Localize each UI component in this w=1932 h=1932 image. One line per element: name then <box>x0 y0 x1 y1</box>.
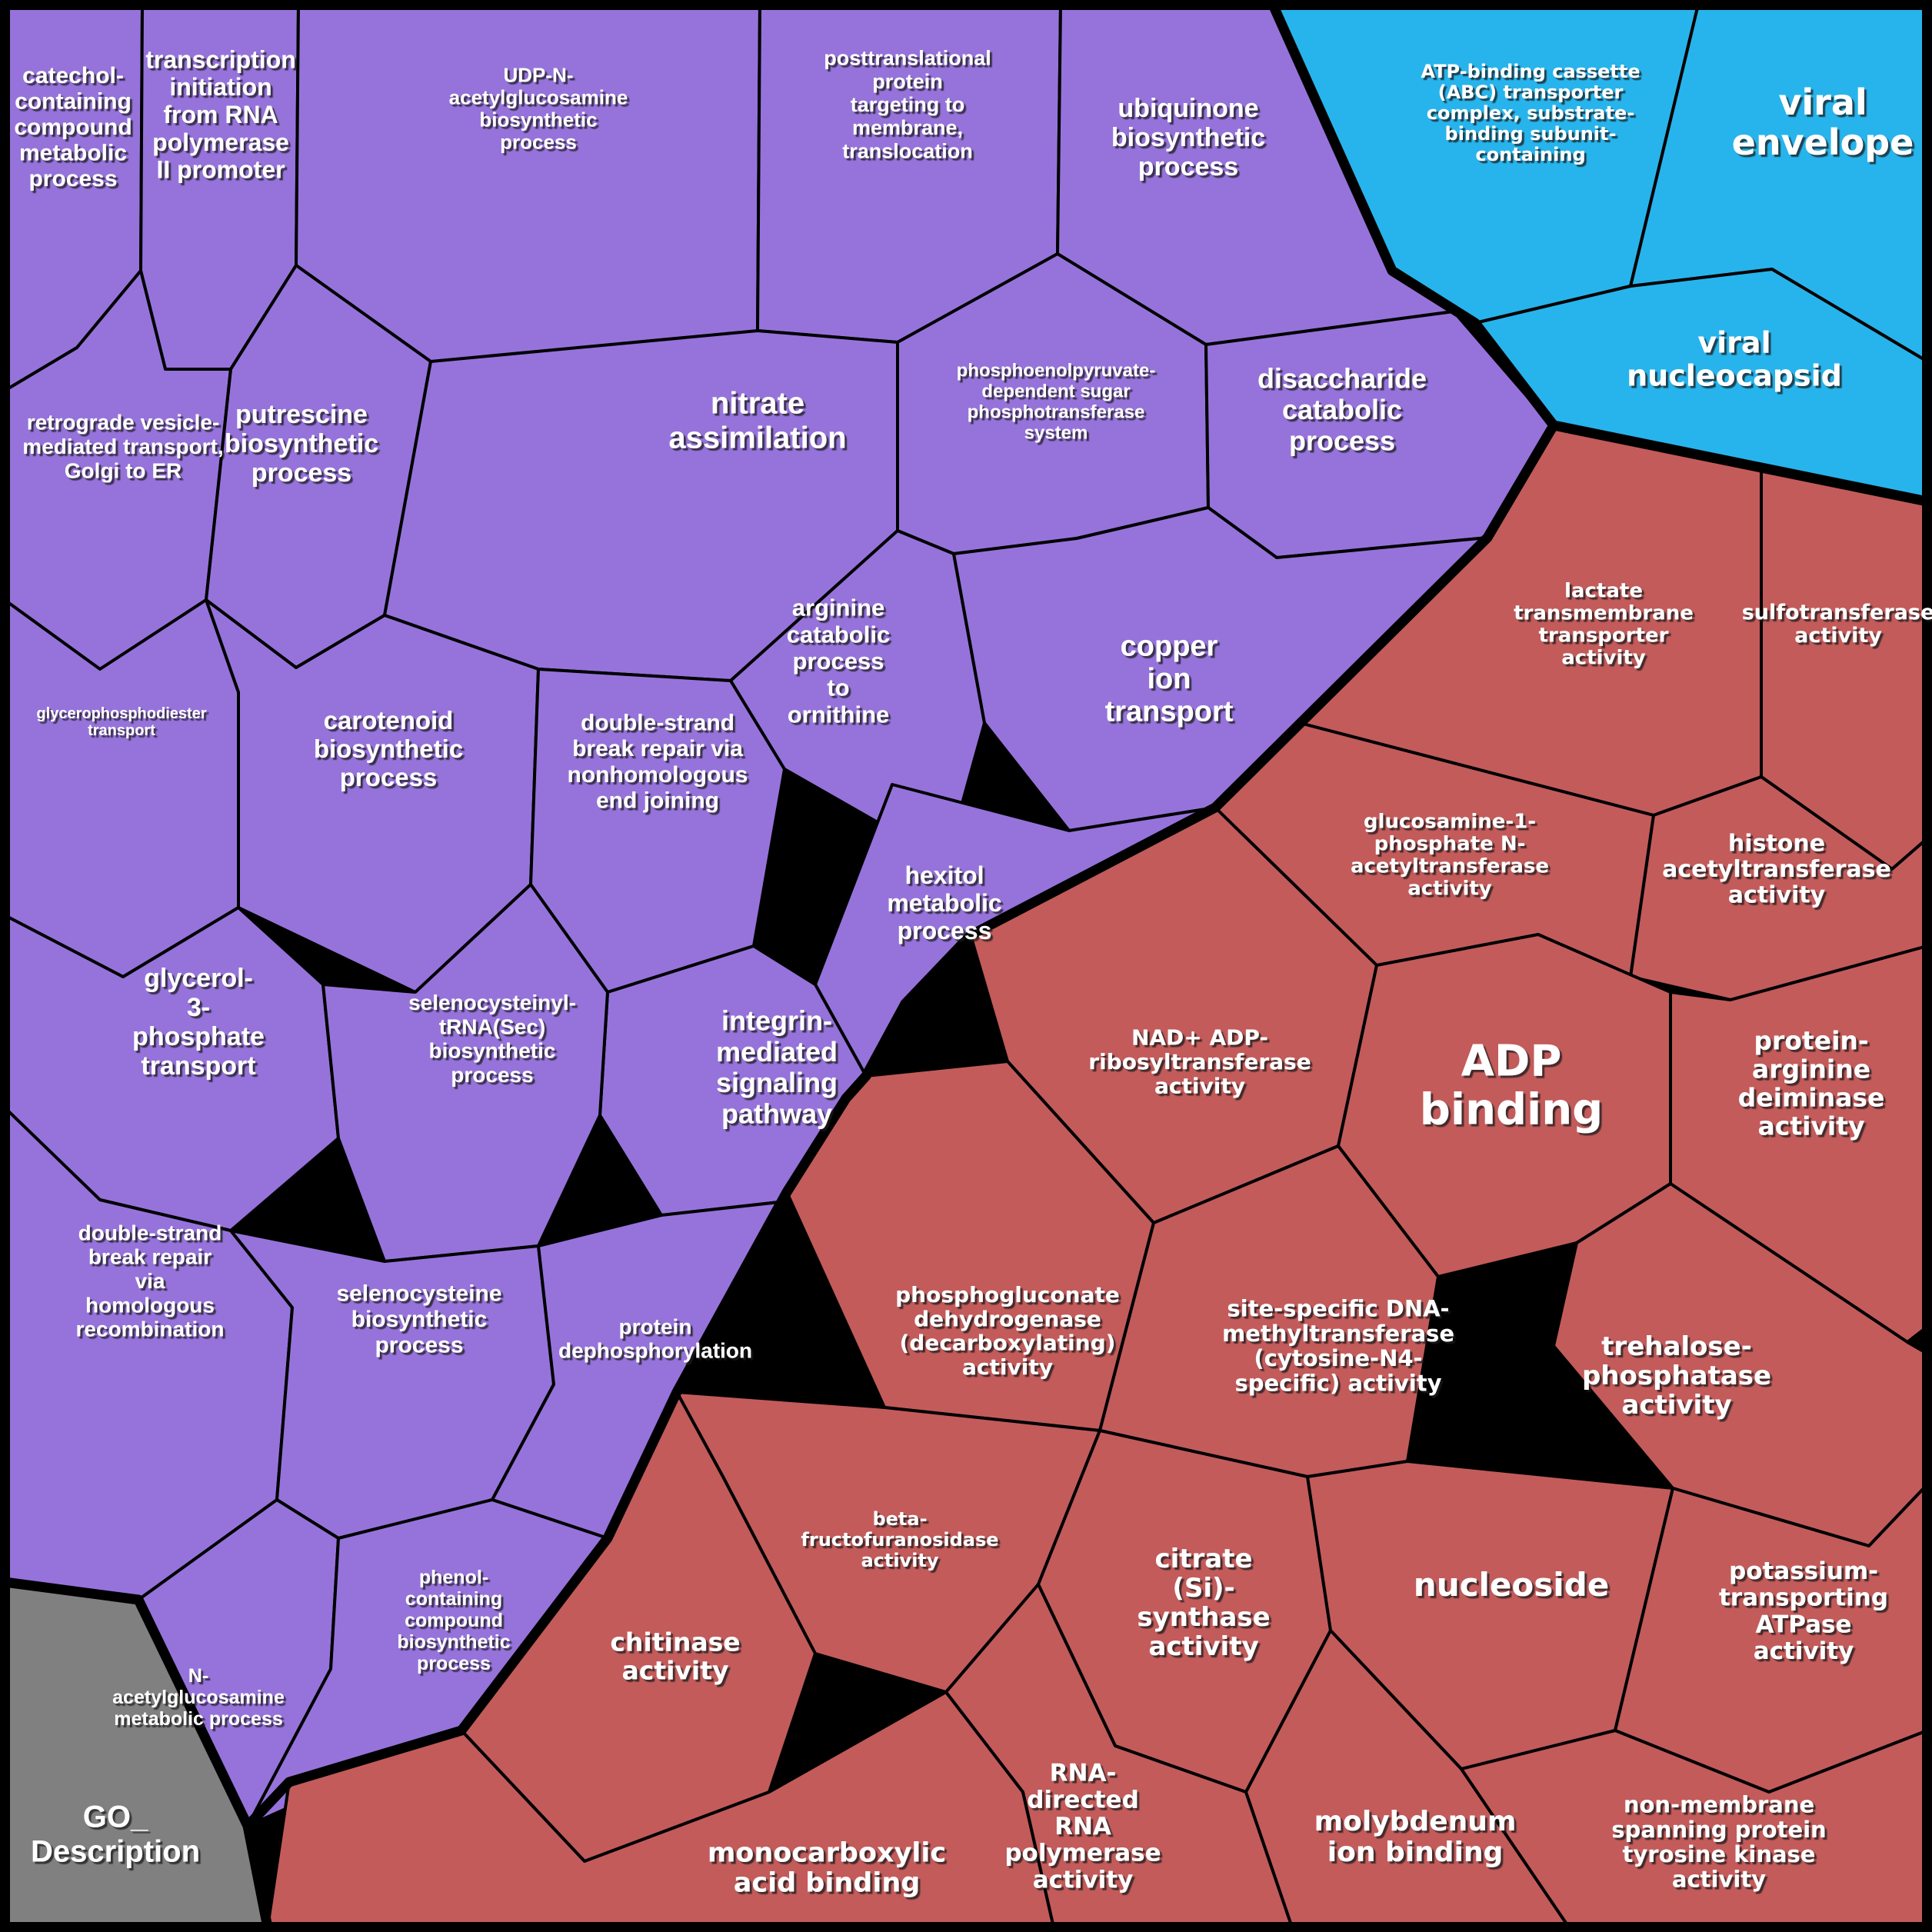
cell-adp-label: ADP binding <box>1420 1037 1603 1135</box>
cell-nacetyl-label: N-acetylglucosamine metabolic process <box>112 1665 285 1730</box>
cell-glucosamine-label: glucosamine-1-phosphate N-acetyltransfer… <box>1351 810 1549 900</box>
cell-nucleoside-label: nucleoside <box>1414 1566 1609 1604</box>
group-border <box>1267 0 1559 431</box>
cell-phosphogluconate-label: phosphogluconate dehydrogenase (decarboxyl… <box>895 1282 1120 1380</box>
cell-putrescine-label: putrescine biosynthetic process <box>225 400 378 488</box>
cell-chitinase-label: chitinase activity <box>610 1627 740 1686</box>
cell-hexitol-label: hexitol metabolic process <box>887 861 1001 944</box>
cell-potassium-label: potassium-transporting ATPase activity <box>1719 1557 1888 1665</box>
cell-histone-label: histone acetyltransferase activity <box>1662 830 1891 908</box>
cell-molybdenum-label: molybdenum ion binding <box>1314 1806 1517 1868</box>
cell-rna-label: RNA-directed RNA polymerase activity <box>1004 1760 1161 1894</box>
cell-nonmembrane-label: non-membrane spanning protein tyrosine kin… <box>1611 1791 1826 1892</box>
cell-abc-label: ATP-binding cassette (ABC) transporter com… <box>1421 61 1640 165</box>
cell-sulfo-label: sulfotransferase activity <box>1742 601 1932 648</box>
cell-dsnhej-label: double-strand break repair via nonhomologo… <box>568 711 748 814</box>
group-purple <box>3 3 1553 1827</box>
cell-catechol-label: catechol-containing compound metabolic proc… <box>14 63 132 192</box>
cell-betafructo-label: beta-fructofuranosidase activity <box>801 1508 998 1571</box>
cell-glycerophosphodiester <box>3 598 240 978</box>
cell-trehalose-label: trehalose-phosphatase activity <box>1582 1331 1771 1421</box>
cell-transcription-label: transcription initiation from RNA polymeras… <box>145 45 296 183</box>
cell-udp-label: UDP-N-acetylglucosamine biosynthetic proce… <box>449 63 628 153</box>
cell-nucleocapsid-label: viral nucleocapsid <box>1627 326 1842 393</box>
cell-monocarb-label: monocarboxylic acid binding <box>708 1837 946 1898</box>
cell-lactate-label: lactate transmembrane transporter activity <box>1514 579 1694 669</box>
cell-arginine-label: arginine catabolic process to ornithine <box>787 595 890 728</box>
group-border <box>1548 420 1932 507</box>
group-border <box>242 420 1559 1831</box>
cell-carotenoid-label: carotenoid biosynthetic process <box>314 706 463 791</box>
cell-glycerol3p-label: glycerol-3-phosphate transport <box>132 964 265 1081</box>
group-blue <box>1271 3 1929 503</box>
cell-integrin-label: integrin-mediated signaling pathway <box>716 1005 838 1130</box>
cell-nad-label: NAD+ ADP-ribosyltransferase activity <box>1088 1025 1311 1099</box>
cell-parg-label: protein-arginine deiminase activity <box>1738 1026 1885 1141</box>
cell-disaccharide-label: disaccharide catabolic process <box>1257 363 1427 457</box>
cell-protdeph-label: protein dephosphorylation <box>558 1314 752 1362</box>
cell-seltrna <box>321 883 609 1263</box>
cell-ubiquinone-label: ubiquinone biosynthetic process <box>1111 94 1265 182</box>
cell-pep-label: phosphoenolpyruvate-dependent sugar phosp… <box>957 361 1156 444</box>
cell-udp <box>295 3 761 363</box>
group-border <box>0 1577 273 1932</box>
cell-selenocysteine-label: selenocysteine biosynthetic process <box>336 1281 501 1357</box>
cell-dshr-label: double-strand break repair via homologous re… <box>76 1221 225 1341</box>
cell-posttranslational-label: posttranslational protein targeting to memb… <box>824 47 991 163</box>
group-red <box>266 424 1929 1929</box>
cell-copper-label: copper ion transport <box>1105 630 1234 728</box>
cell-phenol-label: phenol-containing compound biosynthetic pro… <box>397 1567 510 1674</box>
cell-legend-label: GO_ Description <box>31 1800 200 1869</box>
cell-sitespec-label: site-specific DNA-methyltransferase (cyto… <box>1222 1295 1454 1396</box>
cell-envelope-label: viral envelope <box>1732 82 1914 163</box>
cell-seltrna-label: selenocysteinyl-tRNA(Sec) biosynthetic pro… <box>408 991 576 1087</box>
cell-citrate-label: citrate (Si)-synthase activity <box>1137 1544 1270 1662</box>
cell-retrograde-label: retrograde vesicle-mediated transport, Go… <box>22 411 223 483</box>
cell-nitrate-label: nitrate assimilation <box>668 387 846 455</box>
cell-glycerophosphodiester-label: glycerophosphodiester transport <box>36 705 206 739</box>
